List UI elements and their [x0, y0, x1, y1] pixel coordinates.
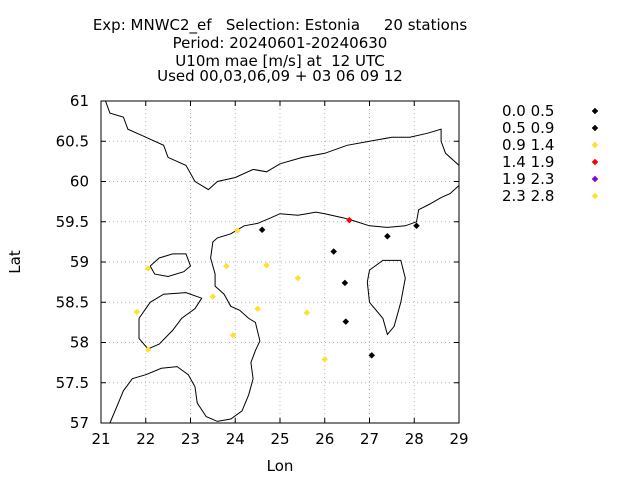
coastline-segment [138, 292, 203, 350]
x-tick-label: 29 [449, 430, 468, 448]
coastline [105, 100, 460, 424]
station-point [294, 274, 302, 282]
station-point [133, 308, 141, 316]
x-tick-label: 25 [270, 430, 289, 448]
chart-title-line-3: U10m mae [m/s] at 12 UTC [175, 52, 384, 70]
station-point [209, 293, 217, 300]
legend-marker [591, 124, 599, 132]
legend-label: 0.0 0.5 [502, 102, 554, 120]
station-point [413, 222, 420, 230]
data-points [133, 216, 420, 363]
station-point [341, 279, 349, 287]
x-tick-label: 21 [91, 430, 110, 448]
station-point [258, 226, 266, 234]
x-tick-label: 24 [226, 430, 245, 448]
y-tick-label: 58 [70, 334, 89, 352]
plot-frame [100, 100, 460, 424]
x-axis-label: Lon [267, 457, 294, 475]
legend-label: 0.9 1.4 [502, 136, 554, 154]
legend-marker [591, 175, 599, 183]
station-point [368, 352, 376, 359]
y-tick-label: 59 [70, 253, 89, 271]
station-point [321, 356, 329, 363]
legend-marker [591, 107, 599, 115]
legend-marker [591, 141, 599, 149]
coastline-segment [105, 100, 460, 191]
station-point [229, 331, 237, 339]
x-tick-label: 28 [405, 430, 424, 448]
y-tick-label: 59.5 [56, 213, 89, 231]
tick-labels: 21 22 23 24 25 26 27 28 29 57 57.5 58 58.5 59 59.5 60 60… [56, 92, 469, 448]
station-point [330, 248, 338, 255]
station-point [342, 318, 350, 325]
coastline-segment [109, 366, 196, 424]
legend-marker [591, 192, 599, 200]
station-point [144, 265, 152, 272]
station-point [346, 216, 353, 224]
y-axis-label: Lat [6, 250, 24, 274]
station-point [384, 232, 391, 240]
legend-label: 2.3 2.8 [502, 187, 554, 205]
coastline-segment [194, 185, 460, 422]
station-point [263, 261, 270, 269]
y-tick-label: 57 [70, 414, 89, 432]
legend-label: 0.5 0.9 [502, 119, 554, 137]
y-tick-label: 60 [70, 173, 89, 191]
chart-title-line-1: Exp: MNWC2_ef Selection: Estonia 20 stat… [93, 16, 468, 35]
legend-label: 1.4 1.9 [502, 153, 554, 171]
legend-marker [591, 158, 599, 166]
coastline-segment [366, 259, 406, 336]
y-tick-label: 61 [70, 92, 89, 110]
chart-title-line-4: Used 00,03,06,09 + 03 06 09 12 [157, 67, 403, 85]
station-point [303, 309, 311, 317]
coastline-segment [149, 253, 192, 278]
x-tick-label: 23 [181, 430, 200, 448]
y-tick-label: 58.5 [56, 293, 89, 311]
y-tick-label: 57.5 [56, 374, 89, 392]
chart-title-line-2: Period: 20240601-20240630 [173, 34, 388, 52]
legend: 0.0 0.50.5 0.90.9 1.41.4 1.91.9 2.32.3 2… [502, 102, 599, 205]
station-point [254, 305, 261, 313]
legend-label: 1.9 2.3 [502, 170, 554, 188]
station-point [234, 227, 241, 234]
x-tick-label: 22 [136, 430, 155, 448]
y-tick-label: 60.5 [56, 132, 89, 150]
station-point [144, 346, 152, 354]
station-point [222, 262, 230, 270]
x-tick-label: 26 [315, 430, 334, 448]
x-tick-label: 27 [360, 430, 379, 448]
